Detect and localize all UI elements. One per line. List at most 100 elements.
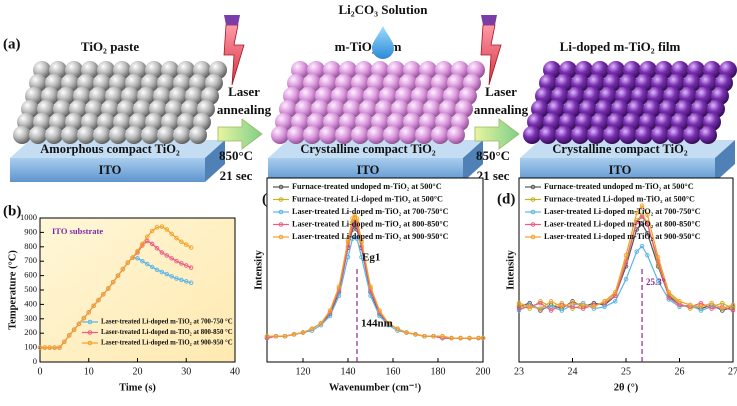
data-point — [467, 335, 472, 341]
sphere — [555, 126, 573, 144]
sphere — [303, 126, 321, 144]
series-line — [40, 225, 192, 349]
data-point — [291, 332, 297, 337]
data-point — [154, 267, 160, 273]
data-point — [354, 216, 360, 221]
sphere — [399, 126, 417, 144]
legend-marker — [87, 330, 93, 335]
data-point — [318, 321, 324, 326]
x-tick-label: 24 — [568, 366, 578, 377]
data-point — [639, 221, 645, 227]
data-point — [179, 239, 184, 245]
data-point — [422, 333, 427, 339]
sphere — [447, 126, 465, 144]
x-tick-label: 180 — [431, 366, 446, 377]
slab-front — [10, 158, 205, 182]
data-point — [698, 304, 704, 310]
data-point — [345, 238, 351, 243]
data-point — [101, 292, 106, 297]
y-tick-label: 1000 — [20, 212, 37, 222]
chart: 120 140 160 180 200 Wavenumber (cm⁻¹) Intensit… — [253, 177, 491, 393]
data-point — [591, 304, 597, 310]
sphere — [157, 126, 175, 144]
data-point — [174, 258, 179, 264]
sphere — [351, 126, 369, 144]
data-point — [386, 321, 391, 326]
chart: 23 24 25 26 27 2θ (°) Intensity 25.3° Furnace-tr… — [505, 177, 737, 393]
data-point — [188, 280, 194, 286]
data-point — [645, 230, 650, 236]
data-point — [66, 333, 72, 338]
legend-marker — [530, 197, 536, 202]
data-point — [86, 310, 91, 315]
y-tick-label: 900 — [24, 226, 37, 236]
slab-top — [520, 140, 735, 158]
data-point — [639, 203, 645, 208]
legend-label: Laser-treated Li-doped m-TiO₂ at 800-850… — [292, 219, 449, 228]
sphere — [287, 126, 305, 144]
data-point — [140, 258, 145, 264]
legend-marker — [530, 234, 536, 240]
data-point — [570, 300, 575, 306]
layer-label: Amorphous compact TiO₂ — [40, 142, 180, 156]
legend-label: Laser-treated Li-doped m-TiO₂ at 800-850… — [544, 219, 701, 228]
sphere — [141, 126, 159, 144]
legend-label: Laser-treated Li-doped m-TiO₂ at 900-950… — [101, 340, 233, 347]
data-point — [105, 286, 111, 291]
legend-marker — [87, 340, 93, 346]
sphere — [603, 126, 621, 144]
series-line — [267, 213, 483, 339]
data-point — [164, 253, 169, 258]
data-point — [634, 210, 639, 216]
data-point — [623, 276, 629, 282]
data-point — [580, 302, 586, 308]
data-point — [169, 231, 174, 237]
data-point — [709, 306, 714, 311]
data-point — [655, 278, 661, 284]
legend-label: Laser-treated Li-doped m-TiO₂ at 800-850… — [101, 329, 233, 336]
legend-label: Furnace-treated Li-doped m-TiO₂ at 500°C — [292, 194, 443, 203]
data-point — [449, 335, 454, 341]
data-point — [125, 260, 130, 265]
plot-frame — [518, 177, 734, 363]
data-point — [135, 248, 140, 254]
data-point — [169, 274, 174, 279]
bolt-top — [224, 15, 240, 25]
data-point — [548, 308, 554, 313]
sphere — [61, 126, 79, 144]
data-point — [159, 250, 165, 255]
x-axis-title: Time (s) — [119, 382, 156, 393]
slab-side — [205, 140, 225, 182]
substrate-label: ITO — [99, 163, 122, 177]
x-tick-label: 120 — [296, 366, 311, 377]
data-point — [639, 243, 645, 249]
legend-marker — [530, 222, 536, 227]
legend-label: Furnace-treated undoped m-TiO₂ at 500°C — [544, 182, 694, 191]
step-time: 21 sec — [477, 168, 510, 183]
x-tick-label: 140 — [341, 366, 356, 377]
data-point — [634, 249, 639, 254]
y-tick-label: 100 — [24, 342, 37, 352]
panel-label: (b) — [3, 203, 21, 219]
data-point — [183, 279, 189, 284]
data-point — [71, 327, 77, 332]
step-temperature: 850°C — [219, 148, 253, 163]
data-point — [709, 300, 714, 306]
data-point — [538, 300, 543, 306]
data-point — [76, 321, 82, 327]
step-action: annealing — [217, 102, 272, 117]
data-point — [687, 302, 693, 308]
data-point — [516, 308, 522, 313]
data-point — [730, 308, 736, 313]
data-point — [645, 212, 650, 218]
data-point — [115, 273, 121, 278]
sphere — [189, 126, 207, 144]
legend-marker — [530, 184, 536, 190]
step-temperature: 850°C — [476, 148, 510, 163]
x-tick-label: 40 — [230, 366, 240, 377]
legend-label: Laser-treated Li-doped m-TiO₂ at 900-950… — [292, 232, 449, 241]
legend-label: Laser-treated Li-doped m-TiO₂ at 700-750… — [544, 207, 701, 216]
data-point — [476, 335, 481, 341]
sphere — [651, 126, 669, 144]
data-point — [458, 335, 463, 341]
